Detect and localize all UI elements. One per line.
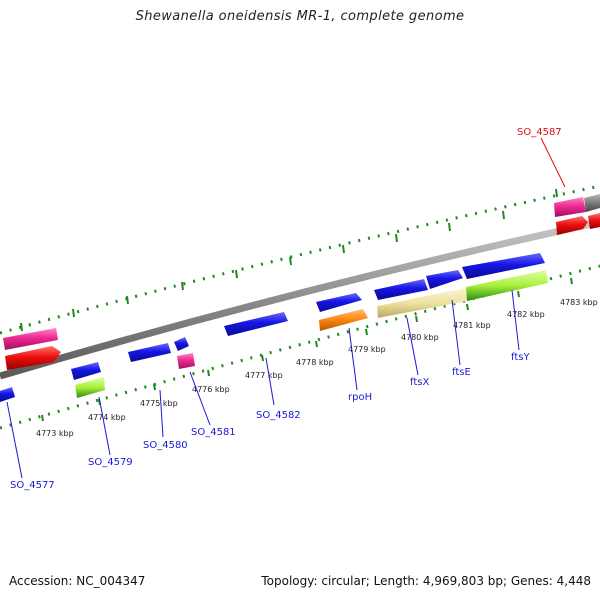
gene-arrow-gray-so4587 [584, 194, 600, 212]
label-leader-lines [6, 137, 566, 479]
genome-backbone [0, 218, 600, 380]
gene-label-so4587[interactable]: SO_4587 [517, 127, 562, 138]
tick-label: 4776 kbp [192, 385, 230, 394]
gene-arrow-pink-left [3, 328, 58, 350]
gene-label-ftsx[interactable]: ftsX [410, 377, 429, 388]
map-title: Shewanella oneidensis MR-1, complete gen… [135, 9, 465, 24]
gene-arrow-blue-so4580 [128, 343, 171, 362]
gene-arrow-orange-rpoh [319, 309, 368, 331]
tick-label: 4782 kbp [507, 310, 545, 319]
tick-label: 4778 kbp [296, 358, 334, 367]
tick-label: 4779 kbp [348, 345, 386, 354]
gene-label-so4582[interactable]: SO_4582 [256, 410, 301, 421]
gene-name-labels: SO_4577 SO_4579 SO_4580 SO_4581 SO_4582 … [10, 127, 562, 491]
tick-label: 4781 kbp [453, 321, 491, 330]
gene-arrow-blue-rpoh [316, 293, 362, 312]
gene-arrow-blue-so4582 [224, 312, 288, 336]
tick-label: 4775 kbp [140, 399, 178, 408]
gene-arrow-blue-ftsy [462, 253, 545, 279]
gene-arrow-blue-so4581 [174, 337, 189, 351]
forward-strand-genes [3, 194, 600, 370]
gene-label-so4581[interactable]: SO_4581 [191, 427, 236, 438]
gene-label-so4579[interactable]: SO_4579 [88, 457, 133, 468]
tick-label: 4780 kbp [401, 333, 439, 342]
tick-label: 4773 kbp [36, 429, 74, 438]
gene-arrow-blue-so4577 [0, 387, 15, 402]
tick-label: 4777 kbp [245, 371, 283, 380]
gene-arrow-red-so4587 [556, 216, 588, 235]
gene-arrow-lightgreen-ftsy [466, 270, 548, 301]
gene-arrow-blue-ftse [426, 270, 463, 289]
outer-ruler-ticks [20, 188, 558, 332]
genome-meta-footer: Topology: circular; Length: 4,969,803 bp… [261, 574, 591, 588]
gene-arrow-pink-so4581 [177, 353, 195, 369]
gene-label-so4577[interactable]: SO_4577 [10, 480, 55, 491]
kbp-tick-labels: 4773 kbp 4774 kbp 4775 kbp 4776 kbp 4777… [36, 298, 598, 438]
accession-footer: Accession: NC_004347 [9, 574, 146, 588]
gene-arrow-blue-ftsx [374, 279, 428, 300]
gene-arrow-blue-so4579 [71, 362, 101, 380]
gene-arrow-khaki-ftsx [377, 288, 467, 318]
gene-arrow-red-right [588, 213, 600, 229]
tick-label: 4774 kbp [88, 413, 126, 422]
tick-label: 4783 kbp [560, 298, 598, 307]
gene-arrow-red-left [5, 346, 61, 370]
reverse-strand-genes [0, 362, 105, 402]
inner-ruler-ticks [41, 277, 573, 422]
gene-arrow-lightgreen-so4579 [75, 377, 105, 398]
gene-label-ftsy[interactable]: ftsY [511, 352, 530, 363]
gene-label-ftse[interactable]: ftsE [452, 367, 471, 378]
gene-label-rpoh[interactable]: rpoH [348, 392, 372, 403]
gene-label-so4580[interactable]: SO_4580 [143, 440, 188, 451]
gene-arrow-pink-so4587 [554, 197, 586, 217]
